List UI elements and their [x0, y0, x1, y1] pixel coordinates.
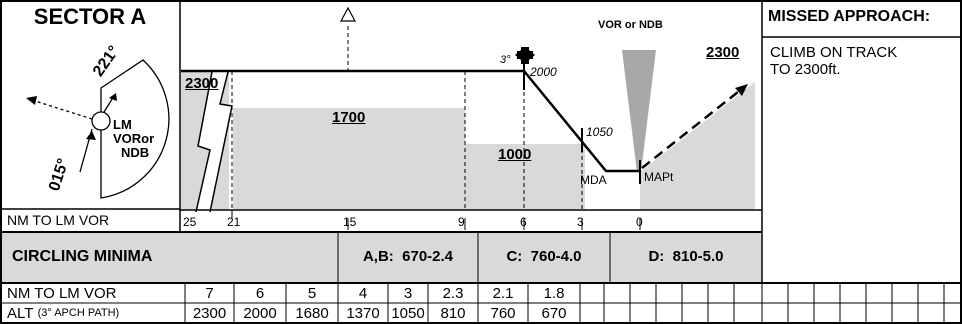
missed-altitude-label: 2300 [706, 44, 740, 61]
distance-tick-0: 0 [636, 215, 643, 229]
terrain-intermediate-block [233, 108, 465, 209]
initial-altitude-label: 2300 [185, 75, 219, 92]
final-altitude-label: 1000 [498, 146, 532, 163]
table-altitude-cell: 2300 [192, 304, 227, 322]
table-altitude-cell: 1370 [346, 304, 380, 322]
table-distance-cell: 5 [307, 284, 317, 302]
missed-approach-instruction: CLIMB ON TRACK TO 2300ft. [770, 44, 898, 78]
distance-tick-21: 21 [227, 215, 241, 229]
fix-type-label: VOR or NDB [598, 19, 663, 31]
outbound-arrow-icon [26, 96, 37, 105]
profile-distance-label: NM TO LM VOR [7, 212, 110, 228]
table-distance-cell: 3 [403, 284, 413, 302]
table-grid [184, 283, 945, 323]
facility-circle-icon [91, 111, 111, 131]
scale-break-gap [196, 72, 232, 212]
table-distance-cell: 2.3 [442, 284, 464, 302]
table-altitude-cell: 810 [440, 304, 466, 322]
distance-ticks [179, 210, 641, 230]
profile-fix-lines [231, 26, 583, 210]
missed-approach-arrowhead [735, 84, 748, 96]
outbound-track-arrow-icon [109, 93, 117, 101]
inbound-arrow-icon [86, 131, 96, 140]
terrain-missed-slope [640, 82, 755, 209]
station-cone [622, 50, 656, 172]
table-altitude-cell: 670 [541, 304, 567, 322]
scale-break-right-line [209, 71, 233, 213]
table-distance-cell: 4 [358, 284, 368, 302]
distance-tick-15: 15 [343, 215, 357, 229]
faf-altitude-label: 2000 [530, 65, 557, 79]
table-distance-cell: 1.8 [543, 284, 565, 302]
step-altitude-label: 1050 [586, 125, 613, 139]
table-altitude-cell: 2000 [243, 304, 277, 322]
circling-band [2, 233, 761, 282]
mapt-label: MAPt [644, 170, 674, 184]
intermediate-altitude-label: 1700 [332, 109, 366, 126]
missed-approach-title: MISSED APPROACH: [768, 8, 931, 25]
circling-minima-title: CIRCLING MINIMA [12, 248, 153, 265]
table-distance-cell: 6 [255, 284, 265, 302]
distance-tick-25: 25 [183, 215, 197, 229]
table-altitude-cell: 1680 [295, 304, 329, 322]
fix-triangle-icon [339, 6, 357, 22]
circling-cat-ab: A,B: 670-2.4 [362, 248, 454, 265]
distance-tick-3: 3 [577, 215, 584, 229]
sector-title: SECTOR A [33, 4, 147, 29]
terrain-shading [181, 72, 755, 209]
table-distance-cell: 2.1 [492, 284, 514, 302]
circling-cat-c: C: 760-4.0 [506, 248, 582, 265]
distance-tick-6: 6 [520, 215, 527, 229]
table-altitude-header: ALT (3° APCH PATH) [7, 304, 120, 322]
circling-cat-d: D: 810-5.0 [648, 248, 724, 265]
scale-break-left-line [195, 71, 213, 213]
table-altitude-cell: 1050 [391, 304, 425, 322]
missed-approach-path [641, 87, 744, 169]
faf-cross-icon [515, 47, 535, 64]
glide-angle-label: 3° [500, 54, 511, 66]
table-altitude-cell: 760 [490, 304, 516, 322]
profile-fix-ticks [523, 62, 641, 184]
distance-tick-9: 9 [458, 215, 465, 229]
table-distance-cell: 7 [205, 284, 214, 302]
outbound-dashed-track [31, 99, 93, 120]
terrain-final-block [465, 144, 585, 209]
sector-wedge [100, 59, 170, 199]
facility-label: LM VORor NDB [113, 117, 155, 160]
mda-label: MDA [580, 173, 607, 187]
table-distance-header: NM TO LM VOR [7, 284, 117, 302]
